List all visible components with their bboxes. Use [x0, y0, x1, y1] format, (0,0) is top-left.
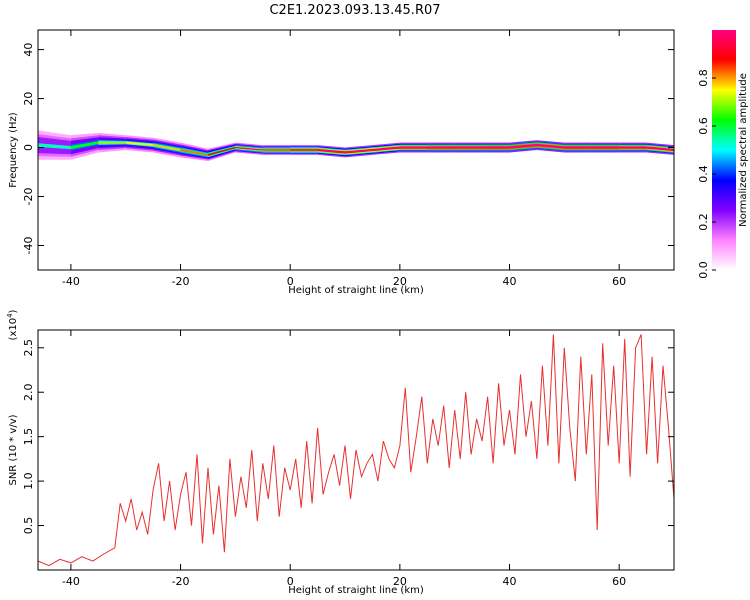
spectrogram-frame [37, 29, 675, 271]
ridge-band [619, 146, 647, 149]
ridge-band [454, 146, 483, 149]
spectrogram-x-axis-label: Height of straight line (km) [288, 285, 424, 296]
colorbar-tick-label: 0.6 [697, 117, 710, 135]
ridge-band [153, 144, 181, 151]
snr-panel: -40 -20 0 20 40 60 0.5 1.0 1.5 2.0 2.5 Height of … [6, 309, 675, 596]
ridge-band [207, 146, 236, 156]
colorbar-gradient [712, 30, 736, 270]
x-tick-label: -20 [172, 275, 190, 288]
snr-frame [37, 329, 675, 571]
ridge-band [125, 141, 154, 147]
x-tick-label: 20 [393, 575, 407, 588]
colorbar-ticks: 0.0 0.2 0.4 0.6 0.8 [697, 69, 716, 279]
ridge-band [70, 141, 99, 150]
colorbar-tick-label: 0.2 [697, 213, 710, 231]
spectrogram-panel: -40 -20 0 20 40 60 -40 -20 0 20 40 Height of stra… [8, 29, 675, 296]
spectrogram-ridge [38, 130, 674, 162]
snr-y-axis-label: SNR (10 * v/v) [8, 414, 19, 485]
spectrogram-y-ticks: -40 -20 0 20 40 [22, 43, 674, 255]
x-tick-label: 60 [612, 275, 626, 288]
snr-series-line [37, 334, 675, 567]
ridge-band [399, 146, 428, 149]
ridge-band [290, 149, 318, 151]
y-tick-label: 2.5 [22, 339, 35, 357]
ridge-band [509, 144, 537, 149]
colorbar-tick-label: 0.8 [697, 69, 710, 87]
colorbar-label: Normalized spectral amplitude [738, 73, 749, 227]
x-tick-label: 60 [612, 575, 626, 588]
y-tick-label: 1.5 [22, 428, 35, 446]
snr-x-axis-label: Height of straight line (km) [288, 585, 424, 596]
y-tick-label: 2.0 [22, 383, 35, 401]
spectrogram-x-ticks: -40 -20 0 20 40 60 [62, 30, 626, 288]
x-tick-label: -20 [172, 575, 190, 588]
y-tick-label: 0 [22, 144, 35, 151]
x-tick-label: 40 [503, 575, 517, 588]
ridge-band [180, 149, 208, 156]
x-tick-label: 20 [393, 275, 407, 288]
snr-y-ticks: 0.5 1.0 1.5 2.0 2.5 [22, 339, 674, 534]
y-tick-label: -40 [22, 237, 35, 255]
y-tick-label: 20 [22, 92, 35, 106]
snr-x-ticks: -40 -20 0 20 40 60 [62, 330, 626, 588]
colorbar: 0.0 0.2 0.4 0.6 0.8 Normalized spectral ampl… [697, 30, 749, 279]
y-tick-label: 0.5 [22, 517, 35, 535]
ridge-band [38, 143, 71, 150]
ridge-band [317, 149, 346, 154]
spectrogram-y-axis-label: Frequency (Hz) [8, 112, 19, 188]
ridge-band [536, 144, 565, 149]
x-tick-label: 0 [287, 575, 294, 588]
x-tick-label: -40 [62, 575, 80, 588]
ridge-band [646, 146, 674, 151]
ridge-band [262, 149, 291, 151]
x-tick-label: 40 [503, 275, 517, 288]
ridge-band [235, 146, 263, 151]
x-tick-label: -40 [62, 275, 80, 288]
colorbar-tick-label: 0.0 [697, 261, 710, 279]
ridge-band [345, 149, 373, 154]
ridge-band [591, 146, 620, 149]
ridge-band [427, 146, 455, 149]
svg-text:(x104): (x104) [6, 309, 19, 340]
y-tick-label: 40 [22, 43, 35, 57]
ridge-band [564, 146, 592, 149]
x-tick-label: 0 [287, 275, 294, 288]
spectrogram-heatmap [38, 130, 674, 162]
chart-title: C2E1.2023.093.13.45.R07 [269, 3, 440, 18]
ridge-band [372, 146, 400, 151]
y-tick-label: 1.0 [22, 472, 35, 490]
snr-y-multiplier-exp: 4 [6, 313, 14, 318]
y-tick-label: -20 [22, 188, 35, 206]
snr-y-multiplier-base: (x10 [8, 318, 19, 341]
ridge-band [482, 146, 510, 149]
snr-y-multiplier: (x104) [6, 309, 19, 340]
ridge-band [98, 141, 126, 144]
colorbar-tick-label: 0.4 [697, 165, 710, 183]
